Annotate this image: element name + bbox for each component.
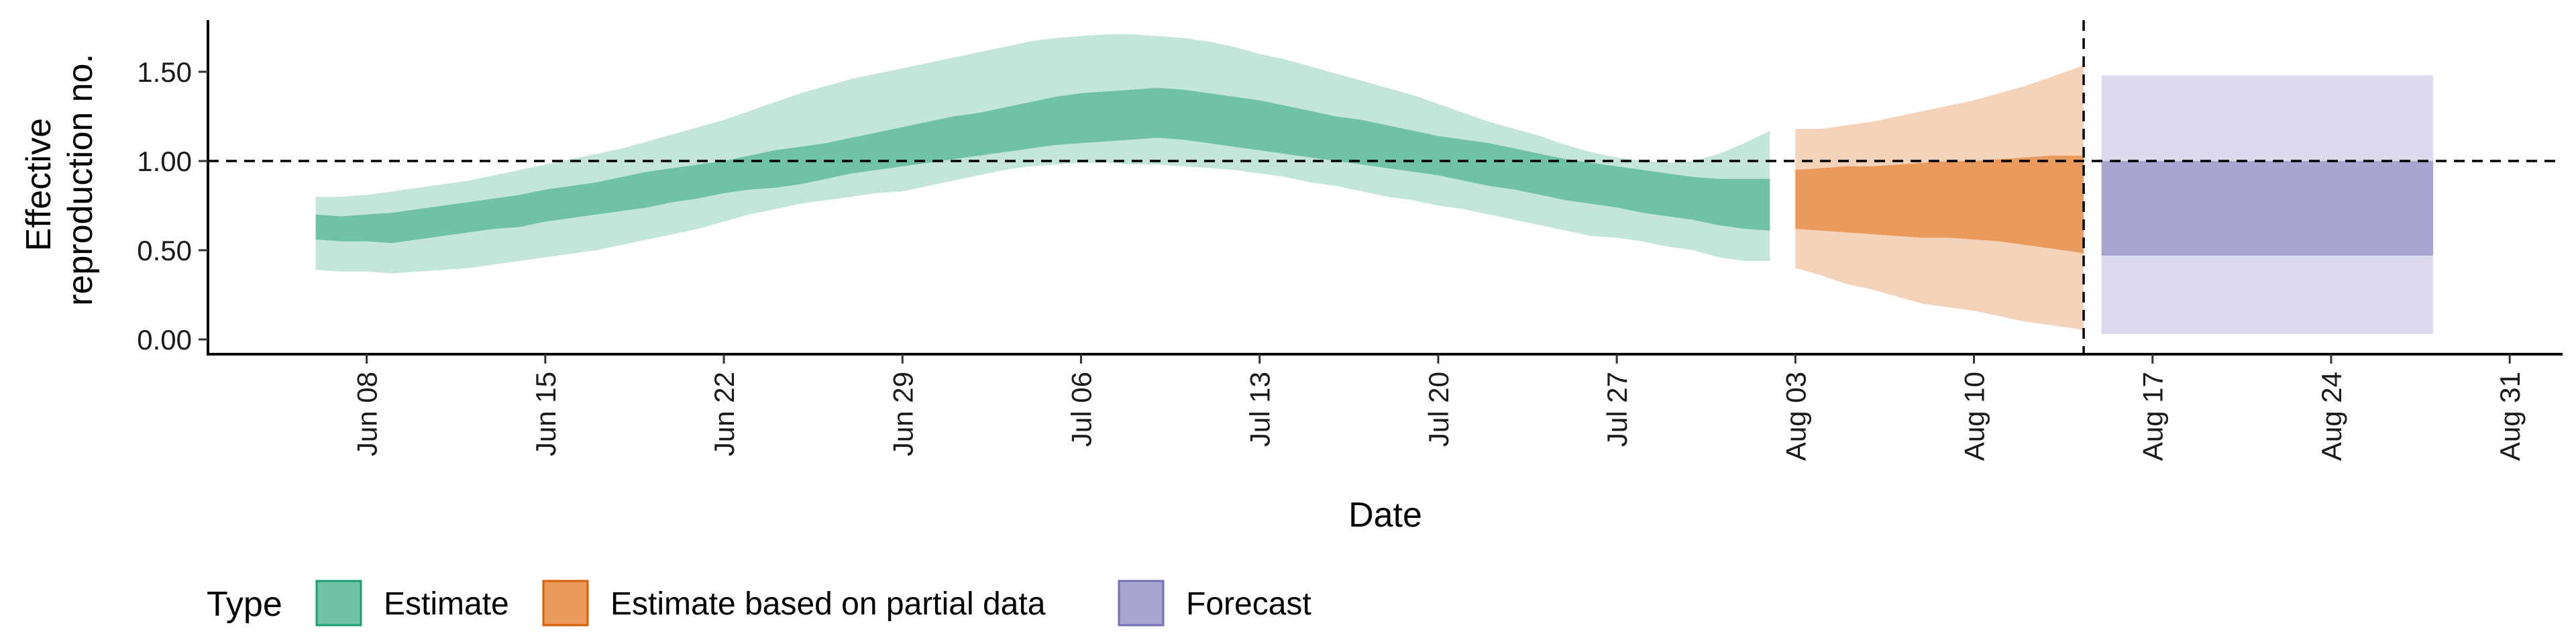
x-tick-label: Jul 27: [1601, 372, 1633, 447]
x-tick-label: Jun 08: [352, 372, 383, 456]
legend-title: Type: [207, 585, 282, 624]
legend-label-forecast: Forecast: [1186, 586, 1311, 622]
legend-label-estimate: Estimate: [384, 586, 509, 622]
y-tick-label: 1.00: [137, 146, 192, 177]
x-tick-label: Jun 29: [887, 372, 918, 456]
x-tick-label: Aug 17: [2137, 372, 2169, 461]
x-tick-label: Jun 22: [708, 372, 740, 456]
legend-swatch-estimate-based-on-partial-data: [542, 580, 589, 627]
legend-swatch-estimate: [315, 580, 362, 627]
y-axis-title-line-2: reproduction no.: [61, 54, 100, 306]
estimate-band-90: [315, 34, 1770, 274]
y-tick-label: 0.50: [137, 235, 192, 266]
legend-swatch-forecast: [1118, 580, 1165, 627]
y-axis-title-line-1: Effective: [19, 118, 58, 251]
x-tick-label: Aug 10: [1959, 372, 1990, 461]
y-axis-ticks: 0.00 0.50 1.00 1.50: [137, 56, 208, 356]
legend: Type Estimate Estimate based on partial d…: [207, 580, 1311, 627]
axes: [207, 20, 2563, 356]
x-axis-ticks: Jun 08 Jun 15 Jun 22 Jun 29 Jul 06 Jul 13 Jul …: [352, 354, 2526, 461]
ribbon-bands: [315, 34, 2434, 335]
x-tick-label: Aug 31: [2494, 372, 2526, 461]
reference-lines: [208, 20, 2563, 354]
forecast-band-50: [2101, 161, 2434, 256]
y-tick-label: 1.50: [137, 56, 192, 88]
x-tick-label: Jul 13: [1244, 372, 1276, 447]
x-tick-label: Jun 15: [530, 372, 561, 456]
x-tick-label: Jul 20: [1423, 372, 1454, 447]
estimate-based-on-partial-data-band-50: [1795, 156, 2084, 254]
y-axis-title: Effective reproduction no.: [19, 54, 100, 306]
x-axis-title: Date: [1348, 496, 1422, 535]
x-tick-label: Aug 03: [1780, 372, 1811, 461]
y-tick-label: 0.00: [137, 324, 192, 356]
legend-label-estimate-based-on-partial-data: Estimate based on partial data: [610, 586, 1046, 622]
estimate-band-50: [315, 87, 1770, 244]
x-tick-label: Aug 24: [2316, 372, 2347, 461]
x-tick-label: Jul 06: [1065, 372, 1097, 447]
